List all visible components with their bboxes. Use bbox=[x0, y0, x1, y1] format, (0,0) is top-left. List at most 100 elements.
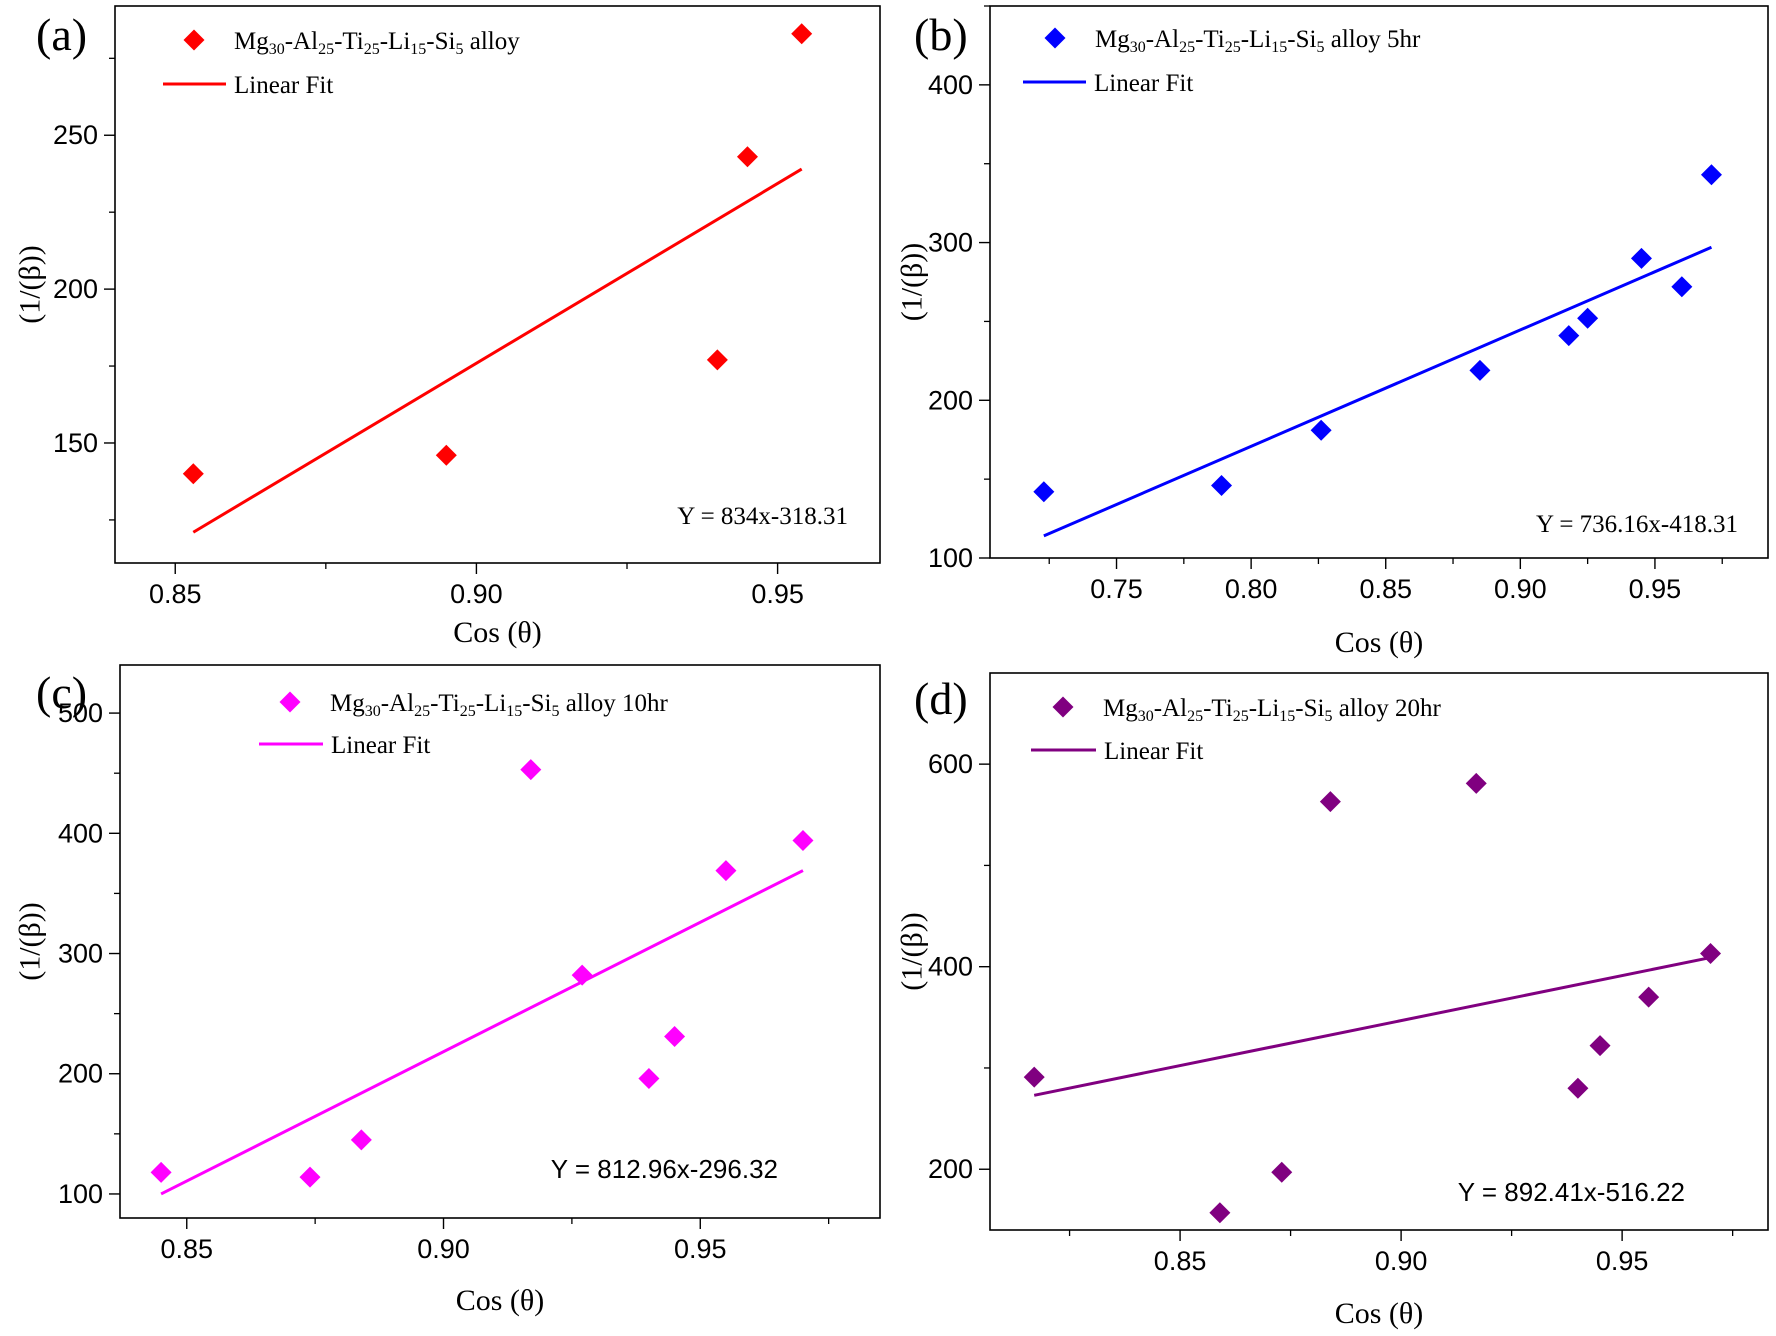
legend-subscript: 5 bbox=[1324, 708, 1332, 725]
legend-element: -Si bbox=[1287, 26, 1316, 53]
y-tick-label: 200 bbox=[928, 1154, 973, 1184]
x-tick-label: 0.85 bbox=[160, 1234, 213, 1264]
data-point bbox=[435, 444, 457, 466]
x-tick-label: 0.95 bbox=[1596, 1246, 1649, 1276]
legend-subscript: 5 bbox=[455, 41, 463, 58]
y-tick-label: 500 bbox=[58, 698, 103, 728]
legend-subscript: 25 bbox=[1225, 39, 1241, 56]
y-tick-label: 300 bbox=[58, 939, 103, 969]
data-point bbox=[1469, 359, 1491, 381]
legend-element: -Li bbox=[1249, 695, 1280, 722]
plot-frame bbox=[114, 5, 881, 564]
x-tick-label: 0.90 bbox=[1494, 574, 1547, 604]
legend-series-label: Mg30-Al25-Ti25-Li15-Si5 alloy 20hr bbox=[1103, 695, 1441, 725]
x-tick-label: 0.90 bbox=[1375, 1246, 1428, 1276]
chart-panel-3: 0.85 0.90 0.95 200 400 600 Cos (θ) (1/(β)) (d) Mg… bbox=[896, 672, 1769, 1330]
plot-frame bbox=[989, 672, 1769, 1231]
x-tick-label: 0.80 bbox=[1225, 574, 1278, 604]
legend-fit-label: Linear Fit bbox=[1094, 70, 1193, 97]
y-axis-label: (1/(β)) bbox=[896, 912, 929, 991]
plot-frame bbox=[989, 5, 1769, 559]
data-point bbox=[1558, 325, 1580, 347]
data-point bbox=[1211, 474, 1233, 496]
legend-element: -Al bbox=[285, 28, 318, 55]
legend-marker bbox=[1052, 696, 1074, 718]
linear-fit-line bbox=[1043, 245, 1713, 538]
fit-equation: Y = 834x-318.31 bbox=[677, 503, 848, 530]
legend-subscript: 15 bbox=[1271, 39, 1287, 56]
legend-element: -Ti bbox=[1203, 695, 1233, 722]
data-point bbox=[1577, 307, 1599, 329]
legend-subscript: 25 bbox=[414, 703, 430, 720]
linear-fit-line bbox=[1033, 956, 1711, 1097]
data-point bbox=[1310, 419, 1332, 441]
legend-series-label: Mg30-Al25-Ti25-Li15-Si5 alloy 10hr bbox=[330, 690, 668, 720]
x-axis-label: Cos (θ) bbox=[1335, 1297, 1424, 1330]
data-point bbox=[706, 349, 728, 371]
y-tick-label: 100 bbox=[928, 543, 973, 573]
y-tick-label: 400 bbox=[928, 952, 973, 982]
legend-element: -Ti bbox=[334, 28, 364, 55]
legend-fit-label: Linear Fit bbox=[1104, 738, 1203, 765]
legend-element: -Al bbox=[1154, 695, 1187, 722]
chart-panel-2: 0.85 0.90 0.95 100 200 300 400 500 Cos (θ) (1/(β)… bbox=[14, 664, 881, 1317]
x-tick-label: 0.85 bbox=[149, 579, 202, 609]
legend-marker bbox=[279, 691, 301, 713]
data-point bbox=[664, 1025, 686, 1047]
fit-equation: Y = 736.16x-418.31 bbox=[1536, 511, 1738, 538]
x-axis-label: Cos (θ) bbox=[456, 1284, 545, 1317]
data-point bbox=[1700, 943, 1722, 965]
y-axis-label: (1/(β)) bbox=[14, 245, 47, 324]
y-tick-label: 100 bbox=[58, 1179, 103, 1209]
legend-subscript: 5 bbox=[551, 703, 559, 720]
legend-suffix: alloy 20hr bbox=[1332, 695, 1441, 722]
data-point bbox=[1033, 481, 1055, 503]
y-tick-label: 200 bbox=[58, 1059, 103, 1089]
fit-equation: Y = 892.41x-516.22 bbox=[1458, 1177, 1685, 1207]
legend-subscript: 25 bbox=[1187, 708, 1203, 725]
data-point bbox=[1700, 164, 1722, 186]
legend-subscript: 25 bbox=[460, 703, 476, 720]
y-tick-label: 600 bbox=[928, 749, 973, 779]
y-tick-label: 400 bbox=[58, 818, 103, 848]
legend-element: Mg bbox=[330, 690, 365, 717]
data-point bbox=[520, 759, 542, 781]
legend-element: -Si bbox=[1295, 695, 1324, 722]
x-tick-label: 0.95 bbox=[1629, 574, 1682, 604]
x-tick-label: 0.90 bbox=[450, 579, 503, 609]
x-tick-label: 0.90 bbox=[417, 1234, 470, 1264]
legend-fit-label: Linear Fit bbox=[331, 732, 430, 759]
legend-subscript: 15 bbox=[1279, 708, 1295, 725]
panel-label: (c) bbox=[36, 667, 87, 718]
y-axis-label: (1/(β)) bbox=[14, 902, 47, 981]
legend-element: -Li bbox=[380, 28, 411, 55]
legend-marker bbox=[183, 29, 205, 51]
data-point bbox=[791, 23, 813, 45]
data-point bbox=[638, 1068, 660, 1090]
y-tick-label: 200 bbox=[928, 385, 973, 415]
x-tick-label: 0.85 bbox=[1359, 574, 1412, 604]
chart-panel-0: 0.85 0.90 0.95 150 200 250 Cos (θ) (1/(β)) (a) Mg… bbox=[14, 5, 881, 649]
data-point bbox=[1209, 1202, 1231, 1224]
data-point bbox=[1589, 1035, 1611, 1057]
y-tick-label: 150 bbox=[53, 428, 98, 458]
legend-suffix: alloy bbox=[463, 28, 520, 55]
data-point bbox=[792, 830, 814, 852]
data-point bbox=[1271, 1161, 1293, 1183]
x-axis-label: Cos (θ) bbox=[453, 616, 542, 649]
legend-element: -Ti bbox=[1195, 26, 1225, 53]
legend-subscript: 30 bbox=[365, 703, 381, 720]
data-point bbox=[715, 860, 737, 882]
legend-subscript: 25 bbox=[1179, 39, 1195, 56]
x-axis-label: Cos (θ) bbox=[1335, 626, 1424, 659]
legend-series-label: Mg30-Al25-Ti25-Li15-Si5 alloy bbox=[234, 28, 520, 58]
data-point bbox=[150, 1161, 172, 1183]
data-point bbox=[1567, 1077, 1589, 1099]
data-point bbox=[1465, 772, 1487, 794]
legend-element: Mg bbox=[234, 28, 269, 55]
data-point bbox=[182, 463, 204, 485]
data-point bbox=[299, 1166, 321, 1188]
data-point bbox=[736, 146, 758, 168]
chart-panel-1: 0.75 0.80 0.85 0.90 0.95 100 200 300 400 Cos (θ) (… bbox=[896, 5, 1769, 659]
legend-element: -Ti bbox=[430, 690, 460, 717]
